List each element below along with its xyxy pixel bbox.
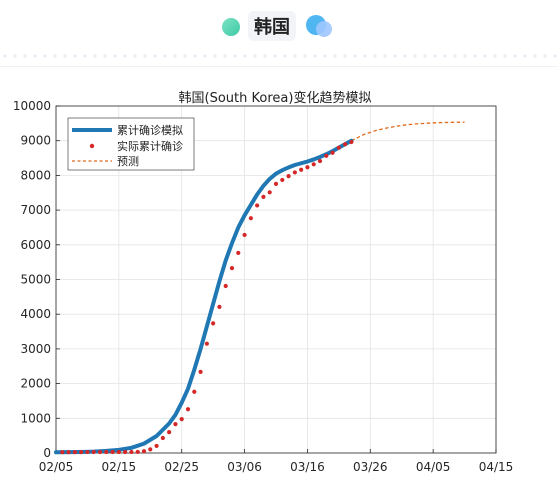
- actual-series: [60, 139, 354, 455]
- actual-point: [97, 449, 103, 455]
- page-header: 韩国: [0, 0, 558, 52]
- actual-point: [148, 447, 153, 452]
- actual-point: [223, 283, 228, 289]
- actual-point: [299, 167, 304, 172]
- actual-point: [305, 165, 310, 170]
- actual-point: [336, 145, 341, 150]
- actual-point: [324, 153, 329, 158]
- model-series: [54, 138, 354, 455]
- actual-point: [273, 181, 279, 186]
- actual-point: [211, 321, 216, 326]
- actual-point: [330, 150, 335, 155]
- actual-point: [154, 443, 159, 449]
- legend-label-forecast: 预测: [117, 155, 139, 168]
- x-tick-label: 04/05: [416, 460, 451, 474]
- actual-point: [229, 266, 235, 271]
- actual-point: [135, 449, 140, 455]
- y-tick-label: 4000: [20, 307, 51, 321]
- chart-panel: 韩国(South Korea)变化趋势模拟 0 1000 2000 3000 4000 5…: [0, 66, 558, 488]
- actual-point: [236, 250, 241, 256]
- actual-point: [60, 450, 65, 455]
- actual-point: [160, 435, 165, 441]
- actual-point: [116, 449, 121, 455]
- actual-point: [91, 449, 96, 455]
- actual-point: [129, 449, 134, 455]
- actual-point: [267, 190, 272, 195]
- x-tick-label: 03/06: [227, 460, 262, 474]
- actual-point: [192, 389, 197, 394]
- actual-point: [261, 194, 266, 199]
- y-tick-label: 8000: [20, 168, 51, 182]
- y-tick-label: 3000: [20, 342, 51, 356]
- actual-point: [66, 450, 71, 455]
- legend: 累计确诊模拟 实际累计确诊 预测: [67, 117, 195, 171]
- dotted-divider: [0, 52, 558, 60]
- x-tick-label: 03/26: [353, 460, 388, 474]
- model-line: [54, 138, 354, 455]
- actual-point: [179, 417, 184, 422]
- y-tick-label: 1000: [20, 411, 51, 425]
- x-tick-label: 04/15: [479, 460, 514, 474]
- actual-point: [242, 232, 247, 238]
- actual-point: [104, 449, 109, 455]
- page-title: 韩国: [248, 11, 296, 41]
- actual-point: [85, 449, 90, 455]
- actual-point: [204, 341, 209, 346]
- forecast-line: [351, 121, 465, 142]
- actual-point: [167, 430, 172, 435]
- actual-point: [72, 450, 77, 455]
- green-blob-icon: [222, 18, 240, 36]
- y-tick-label: 5000: [20, 273, 51, 287]
- legend-label-model: 累计确诊模拟: [117, 123, 183, 137]
- actual-point: [311, 162, 316, 167]
- actual-point: [349, 139, 354, 145]
- actual-point: [185, 407, 191, 412]
- actual-point: [317, 158, 323, 164]
- y-axis: 0 1000 2000 3000 4000 5000 6000 7000 8000 9000 100…: [13, 99, 60, 460]
- x-tick-label: 03/16: [290, 460, 325, 474]
- actual-point: [110, 449, 115, 455]
- x-tick-label: 02/25: [164, 460, 199, 474]
- x-axis: 02/05 02/15 02/25 03/06 03/16 03/26 04/05 04/15: [39, 449, 514, 474]
- actual-point: [123, 449, 128, 455]
- x-tick-label: 02/15: [102, 460, 137, 474]
- legend-label-actual: 实际累计确诊: [117, 139, 183, 153]
- y-tick-label: 6000: [20, 238, 51, 252]
- actual-point: [173, 421, 178, 427]
- y-tick-label: 2000: [20, 377, 51, 391]
- actual-point: [343, 142, 348, 147]
- actual-point: [217, 304, 222, 309]
- covid-trend-chart: 韩国(South Korea)变化趋势模拟 0 1000 2000 3000 4000 5…: [13, 90, 514, 474]
- legend-swatch-actual: [89, 143, 95, 149]
- actual-point: [79, 450, 84, 455]
- y-tick-label: 10000: [13, 99, 51, 113]
- actual-point: [198, 369, 203, 375]
- y-tick-label: 7000: [20, 203, 51, 217]
- actual-point: [292, 170, 297, 175]
- forecast-series: [351, 121, 465, 142]
- chart-title: 韩国(South Korea)变化趋势模拟: [179, 90, 372, 106]
- actual-point: [248, 216, 253, 221]
- y-tick-label: 0: [43, 446, 51, 460]
- actual-point: [141, 449, 147, 454]
- y-tick-label: 9000: [20, 134, 51, 148]
- actual-point: [286, 174, 291, 179]
- actual-point: [280, 177, 285, 183]
- blue-bubbles-icon: [306, 13, 336, 39]
- x-tick-label: 02/05: [39, 460, 74, 474]
- actual-point: [255, 203, 260, 208]
